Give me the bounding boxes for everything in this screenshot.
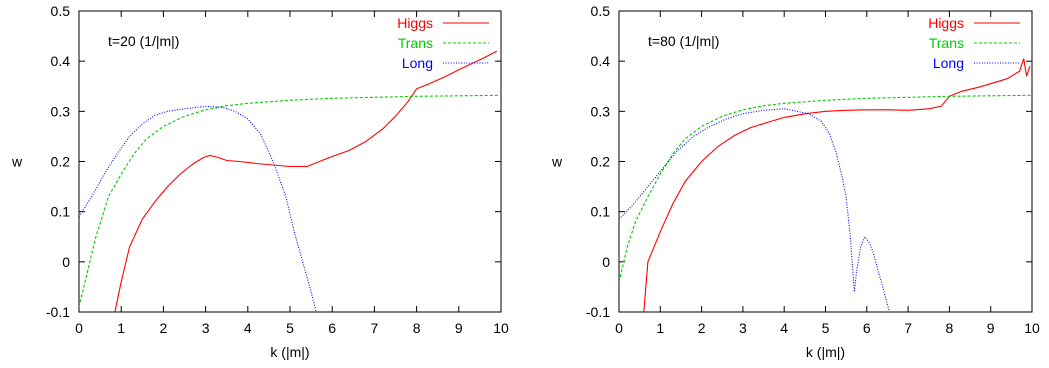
legend-label-long: Long [933, 55, 964, 71]
x-axis-label: k (|m|) [270, 344, 309, 360]
y-tick-label: 0.1 [591, 204, 611, 220]
y-tick-label: 0.5 [51, 3, 71, 19]
x-tick-label: 7 [904, 320, 912, 336]
y-axis-label: w [551, 154, 563, 170]
x-tick-label: 1 [117, 320, 125, 336]
x-tick-label: 8 [413, 320, 421, 336]
x-tick-label: 0 [75, 320, 83, 336]
series-line-higgs [643, 58, 1031, 312]
x-tick-label: 5 [286, 320, 294, 336]
x-tick-label: 1 [656, 320, 664, 336]
time-annotation: t=20 (1/|m|) [108, 33, 179, 49]
x-tick-label: 3 [202, 320, 210, 336]
chart-2: 0 1 2 3 4 5 6 7 8 9 10 -0.1 0 0.1 0.2 0.3 0.4 0.5 k (|m|) w… [551, 3, 1040, 360]
y-tick-label: 0.4 [591, 53, 611, 69]
x-tick-label: 4 [244, 320, 252, 336]
y-tick-label: -0.1 [586, 304, 610, 320]
series-line-trans [79, 94, 501, 308]
plot-frame [618, 10, 1033, 313]
plot-frame [78, 10, 502, 313]
y-tick-label: 0.2 [51, 154, 71, 170]
y-tick-label: 0.2 [591, 154, 611, 170]
x-tick-label: 4 [780, 320, 788, 336]
x-tick-label: 10 [1024, 320, 1040, 336]
x-tick-label: 8 [946, 320, 954, 336]
x-tick-label: 7 [371, 320, 379, 336]
legend-label-long: Long [402, 55, 433, 71]
y-tick-label: 0.4 [51, 53, 71, 69]
x-axis-label: k (|m|) [806, 344, 845, 360]
y-tick-label: 0.3 [591, 103, 611, 119]
legend-label-trans: Trans [398, 35, 433, 51]
x-tick-label: 6 [863, 320, 871, 336]
time-annotation: t=80 (1/|m|) [648, 33, 719, 49]
y-tick-label: 0.5 [591, 3, 611, 19]
chart-1: 0 1 2 3 4 5 6 7 8 9 10 -0.1 0 0.1 0.2 0.3 0.4 0.5 k (|m|) w… [11, 3, 509, 360]
x-tick-label: 6 [328, 320, 336, 336]
x-tick-label: 2 [160, 320, 168, 336]
x-tick-label: 3 [739, 320, 747, 336]
x-tick-label: 0 [615, 320, 623, 336]
legend-label-higgs: Higgs [397, 15, 433, 31]
series-line-trans [619, 94, 1032, 283]
legend-label-higgs: Higgs [928, 15, 964, 31]
y-tick-label: 0 [602, 254, 610, 270]
x-tick-label: 5 [822, 320, 830, 336]
series-line-long [79, 105, 317, 312]
x-tick-label: 2 [698, 320, 706, 336]
legend-label-trans: Trans [929, 35, 964, 51]
series-line-long [619, 108, 891, 312]
y-tick-label: 0 [62, 254, 70, 270]
y-tick-label: 0.3 [51, 103, 71, 119]
x-tick-label: 9 [987, 320, 995, 336]
y-tick-label: -0.1 [46, 304, 70, 320]
y-axis-label: w [11, 154, 23, 170]
x-tick-label: 9 [455, 320, 463, 336]
series-line-higgs [114, 50, 498, 312]
y-tick-label: 0.1 [51, 204, 71, 220]
x-tick-label: 10 [493, 320, 509, 336]
